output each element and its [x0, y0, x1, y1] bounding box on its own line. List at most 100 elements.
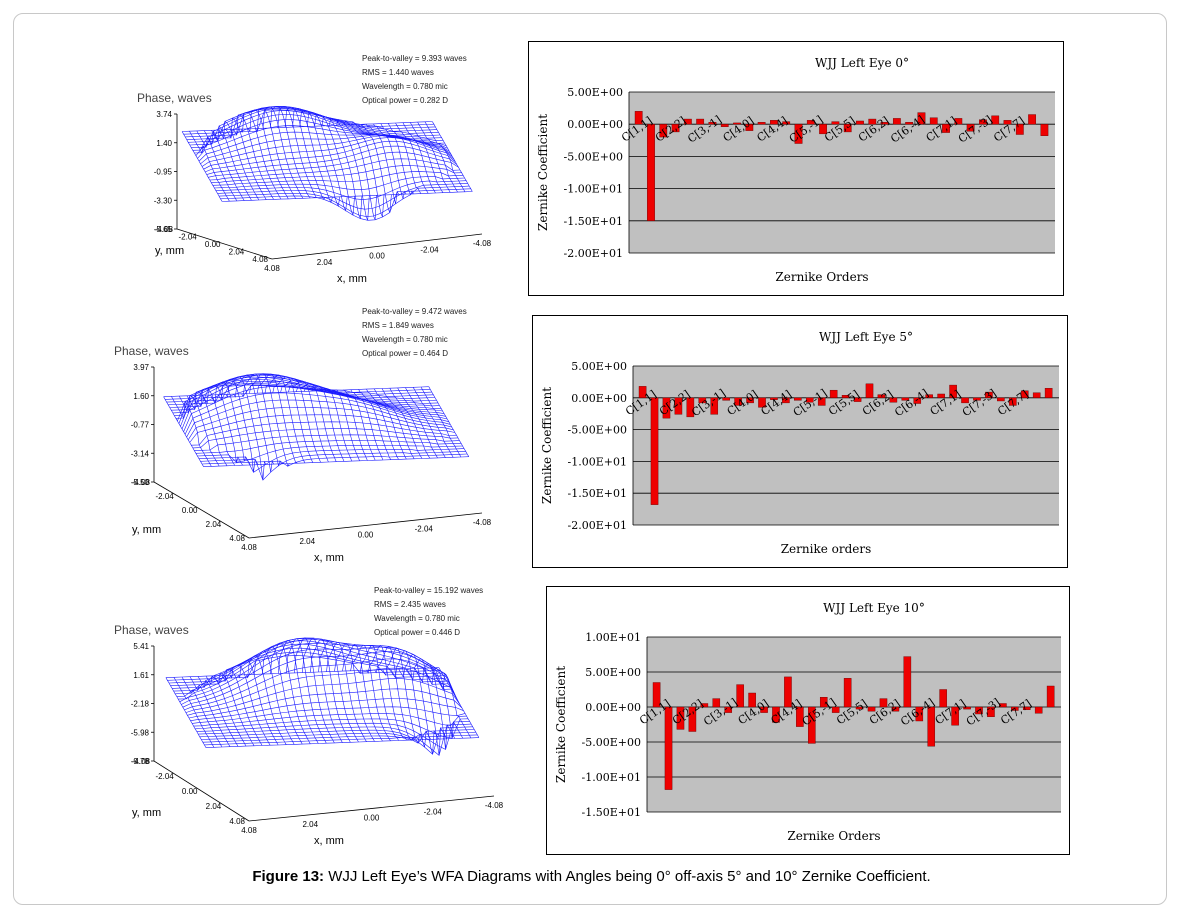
y-tick-label: -4.08 [155, 225, 174, 234]
chart-bar [1020, 390, 1029, 399]
x-axis-title: Zernike Orders [787, 829, 880, 843]
chart-bar [758, 397, 766, 408]
y-tick-label: -5.00E+00 [568, 424, 627, 437]
chart-bar [855, 706, 864, 710]
y-tick-label: -1.50E+01 [582, 806, 641, 819]
y-axis-title: y, mm [155, 245, 184, 257]
z-tick-label: -9.78 [131, 757, 150, 766]
wavefront-mesh [165, 637, 480, 756]
chart-bar [843, 123, 852, 133]
chart-bar [757, 122, 766, 125]
y-axis-title: y, mm [132, 807, 161, 819]
chart-bar [819, 123, 827, 135]
wavefront-mesh [163, 373, 470, 481]
zernike-chart-5: WJJ Left Eye 5° 5.00E+00 0.00E+00 -5.00E+00… [532, 315, 1068, 568]
chart-svg: WJJ Left Eye 5° 5.00E+00 0.00E+00 -5.00E+00… [540, 330, 1059, 556]
chart-bar [1040, 123, 1049, 136]
chart-bar [905, 122, 914, 125]
plot-area [629, 92, 1055, 253]
x-tick-label: 4.08 [241, 543, 257, 552]
chart-bar [647, 123, 655, 221]
wavefront-plot-0: Peak-to-valley = 9.393 waves RMS = 1.440 … [127, 44, 512, 294]
wavefront-stat: Wavelength = 0.780 mic [374, 614, 460, 623]
chart-bar [880, 122, 889, 125]
y-tick-label: 0.00 [205, 240, 221, 249]
chart-bar [664, 706, 673, 790]
chart-bar [829, 389, 838, 398]
chart-bar [674, 397, 683, 415]
y-tick-label: -1.00E+01 [582, 771, 641, 784]
y-tick-label: 0.00E+00 [567, 118, 623, 131]
y-tick-label: -5.00E+00 [564, 150, 623, 163]
chart-bar [867, 706, 876, 712]
y-tick-label: 0.00 [182, 787, 198, 796]
plot-area [647, 637, 1061, 812]
chart-bar [951, 706, 959, 726]
chart-bar [925, 394, 933, 399]
chart-bar [671, 123, 680, 133]
wavefront-svg: Peak-to-valley = 9.472 waves RMS = 1.849 … [114, 307, 492, 564]
chart-bar [782, 121, 791, 125]
chart-bar [662, 397, 671, 419]
wavefront-plot-10: Peak-to-valley = 15.192 waves RMS = 2.435… [104, 576, 524, 856]
y-axis-title: Zernike Coefficient [554, 666, 568, 783]
chart-bar [942, 123, 950, 133]
chart-bar [901, 397, 910, 401]
chart-bar [712, 698, 721, 708]
chart-bar [700, 703, 709, 708]
y-tick-label: -1.50E+01 [568, 487, 627, 500]
x-tick-label: 0.00 [364, 814, 380, 823]
chart-bar [772, 706, 780, 723]
chart-bar [927, 706, 936, 747]
wavefront-stat: Wavelength = 0.780 mic [362, 335, 448, 344]
chart-bar [879, 698, 888, 708]
chart-bar [698, 397, 707, 404]
chart-bar [917, 112, 926, 125]
chart-bar [985, 391, 993, 398]
wavefront-plot-5: Peak-to-valley = 9.472 waves RMS = 1.849 … [104, 297, 512, 573]
y-axis-title: y, mm [132, 524, 161, 536]
y-tick-label: -5.00E+00 [582, 736, 641, 749]
z-tick-label: 1.40 [156, 139, 172, 148]
plot-area [633, 366, 1059, 525]
chart-bar [652, 682, 661, 708]
chart-bar [929, 117, 938, 125]
chart-bar [683, 118, 692, 125]
chart-bar [770, 120, 778, 125]
caption-text: WJJ Left Eye’s WFA Diagrams with Angles … [328, 868, 931, 885]
chart-bar [889, 397, 898, 403]
y-tick-label: -1.00E+01 [568, 455, 627, 468]
z-tick-label: 3.97 [133, 363, 149, 372]
x-tick-label: 4.08 [241, 826, 257, 835]
chart-bar [1011, 706, 1019, 711]
chart-bar [1009, 397, 1017, 406]
chart-bar [819, 696, 828, 708]
chart-svg: WJJ Left Eye 10° 1.00E+01 5.00E+00 0.00E+00… [554, 601, 1061, 843]
chart-bar [808, 706, 816, 744]
z-tick-label: -5.98 [131, 728, 150, 737]
z-tick-label: -3.14 [131, 449, 150, 458]
chart-bar [1028, 114, 1036, 125]
caption-label: Figure 13: [252, 868, 325, 885]
x-tick-label: 2.04 [302, 820, 318, 829]
chart-bar [892, 118, 901, 125]
x-axis-title: x, mm [314, 835, 344, 847]
chart-bar [937, 393, 945, 399]
y-tick-label: -2.04 [179, 233, 198, 242]
chart-bar [745, 123, 754, 131]
chart-bar [1044, 388, 1053, 399]
wavefront-stat: Optical power = 0.446 D [374, 628, 460, 637]
chart-title: WJJ Left Eye 0° [815, 56, 909, 70]
chart-bar [868, 118, 877, 125]
x-tick-label: 2.04 [317, 258, 333, 267]
y-tick-label: 0.00 [182, 506, 198, 515]
chart-bar [659, 123, 668, 138]
wavefront-stat: Optical power = 0.464 D [362, 349, 448, 358]
y-axis-title: Zernike Coefficient [540, 387, 554, 504]
wavefront-stat: RMS = 1.849 waves [362, 321, 434, 330]
chart-bar [748, 692, 756, 708]
wavefront-stat: Peak-to-valley = 9.472 waves [362, 307, 467, 316]
z-tick-label: 5.41 [133, 642, 149, 651]
chart-bar [1034, 706, 1043, 714]
x-tick-label: -2.04 [415, 524, 434, 533]
